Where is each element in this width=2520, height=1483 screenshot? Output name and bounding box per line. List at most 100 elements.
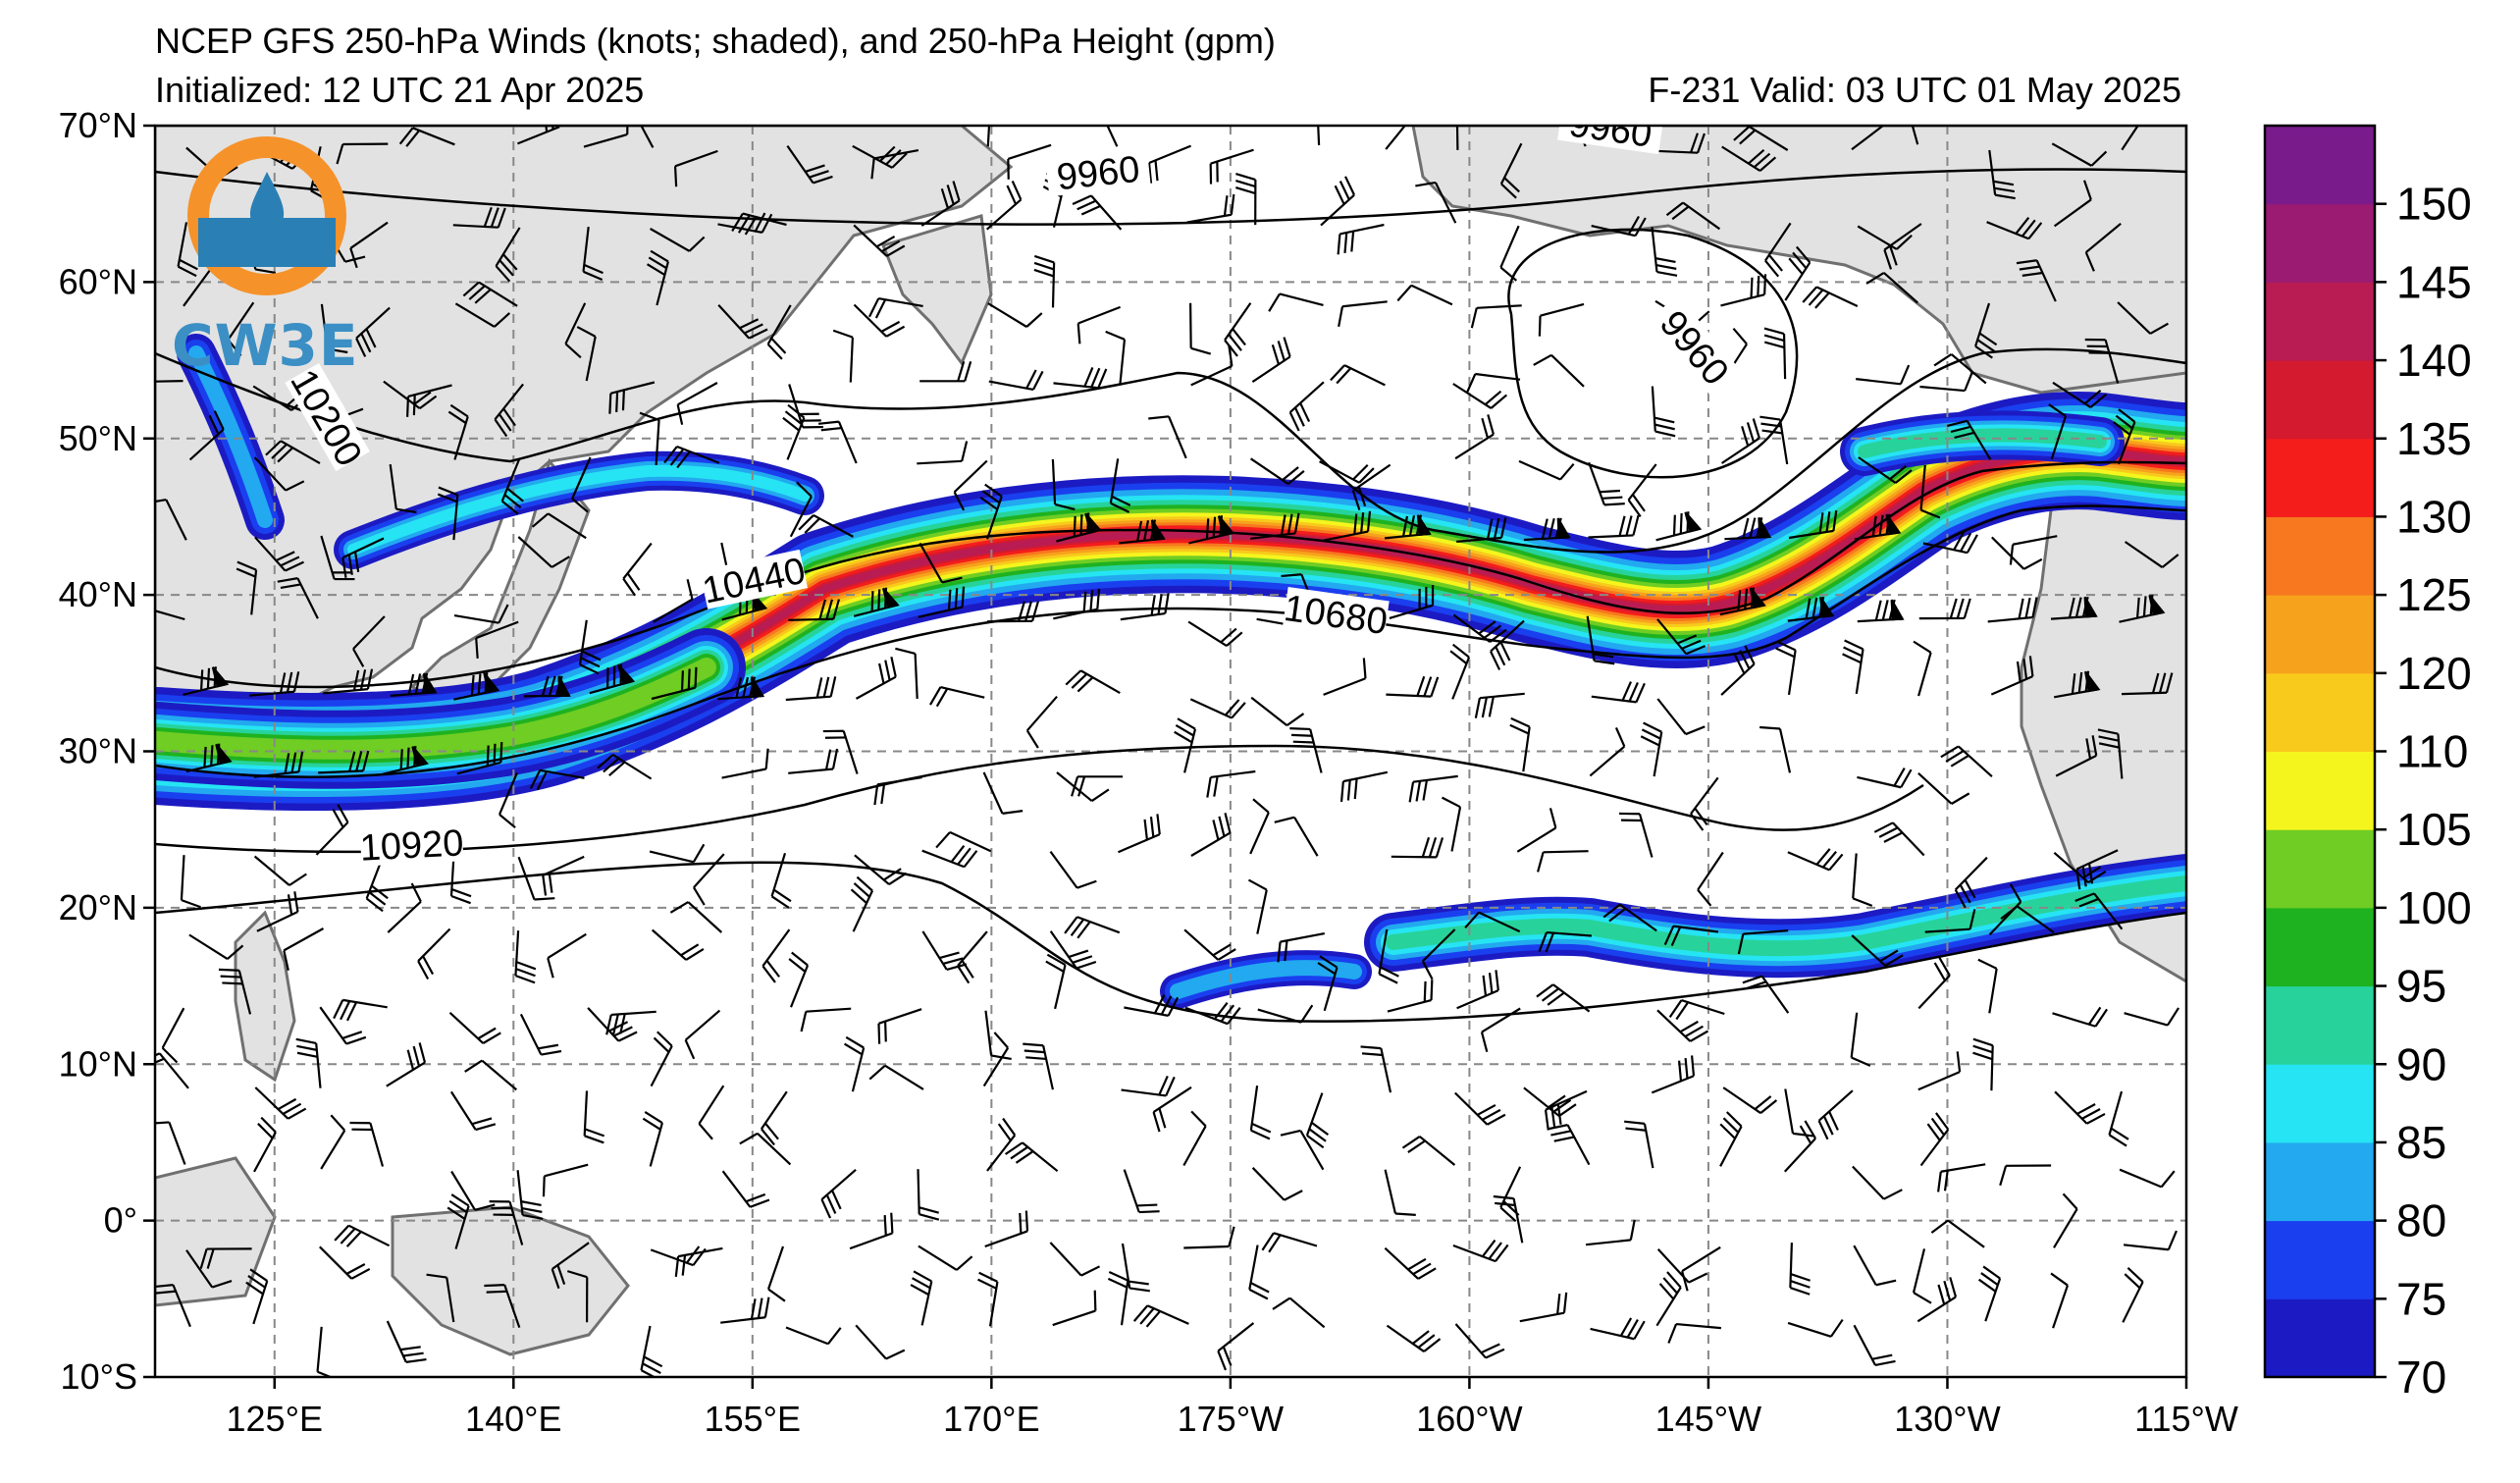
wind-barb	[1588, 461, 1625, 506]
wind-barb	[1656, 618, 1706, 656]
wind-barb	[547, 932, 587, 979]
wind-barb	[1533, 353, 1585, 388]
wind-barb	[1665, 201, 1721, 231]
wind-barb	[761, 928, 791, 983]
wind-barb	[1937, 1163, 1986, 1192]
wind-barb	[1289, 727, 1323, 773]
wind-barb	[1721, 145, 1777, 172]
wind-barb	[788, 748, 839, 774]
wind-barb	[642, 1111, 663, 1167]
wind-barb	[1988, 149, 2016, 200]
wind-barb	[1519, 1292, 1568, 1323]
wind-barb	[283, 927, 325, 972]
wind-barb	[456, 742, 503, 775]
wind-barb	[877, 1008, 922, 1044]
wind-barb	[587, 1007, 638, 1042]
wind-barb	[1209, 148, 1254, 185]
wind-barb	[608, 381, 656, 414]
wind-barb	[2119, 594, 2166, 623]
wind-barb	[721, 1170, 770, 1208]
wind-barb	[500, 458, 524, 515]
wind-barb	[1719, 587, 1766, 616]
wind-barb	[785, 676, 837, 702]
wind-barb	[1987, 597, 2038, 623]
wind-barb	[820, 1168, 857, 1219]
wind-barb	[1391, 836, 1444, 859]
wind-barb	[1990, 656, 2034, 696]
wind-barb	[651, 666, 698, 701]
wind-barb	[2016, 259, 2057, 302]
colorbar-label: 150	[2396, 179, 2472, 230]
map-title: NCEP GFS 250-hPa Winds (knots; shaded), …	[155, 21, 1276, 61]
wind-barb	[452, 206, 506, 229]
colorbar-label: 120	[2396, 648, 2472, 699]
wind-barb	[853, 224, 906, 257]
wind-barb	[319, 1245, 371, 1280]
wind-barb	[766, 304, 792, 360]
wind-barb	[2084, 338, 2120, 384]
wind-barb	[649, 843, 706, 864]
wind-barb	[2050, 1272, 2070, 1329]
wind-barb	[1922, 531, 1978, 555]
wind-barb	[1802, 286, 1859, 309]
wind-barb	[517, 536, 570, 568]
wind-barb	[185, 1249, 233, 1289]
wind-barb	[1415, 181, 1457, 224]
wind-barb	[1474, 692, 1525, 718]
lon-label: 145°W	[1655, 1399, 1761, 1439]
colorbar-label: 75	[2396, 1273, 2446, 1324]
wind-barb	[1317, 955, 1339, 1012]
lat-label: 50°N	[59, 418, 137, 458]
wind-barb	[1049, 1242, 1101, 1277]
wind-barb	[1319, 460, 1375, 484]
wind-barb	[1999, 1164, 2052, 1187]
wind-barb	[1105, 330, 1127, 385]
wind-barb	[188, 933, 244, 961]
lat-lon-grid	[155, 126, 2186, 1377]
wind-barb	[516, 1170, 544, 1220]
wind-barb	[895, 647, 919, 699]
contour-label-bg	[1557, 126, 1664, 155]
wind-barb	[295, 1037, 322, 1088]
lat-label: 0°	[104, 1200, 137, 1241]
wind-barb	[1585, 1219, 1636, 1246]
wind-barb	[334, 1224, 391, 1247]
wind-barb	[639, 411, 660, 465]
wind-barb	[982, 771, 1024, 815]
wind-barb	[919, 542, 963, 584]
wind-barb	[1977, 1265, 2002, 1322]
wind-barb	[849, 1212, 894, 1250]
wind-barb	[2054, 670, 2101, 699]
wind-barb	[1986, 217, 2043, 240]
wind-barb	[1330, 364, 1386, 387]
wind-barb	[1974, 302, 1998, 359]
wind-barb	[984, 1210, 1029, 1248]
wind-barb	[494, 383, 524, 438]
wind-barb	[2123, 1230, 2178, 1251]
contour-label-text: 10920	[359, 822, 465, 869]
lon-label: 130°W	[1894, 1399, 2000, 1439]
wind-barb	[597, 754, 653, 780]
wind-barb	[1389, 584, 1435, 619]
wind-barb	[320, 1114, 346, 1170]
wind-barb	[1602, 903, 1657, 932]
wind-barb	[646, 249, 669, 306]
lon-label: 175°W	[1178, 1399, 1284, 1439]
wind-barb	[1184, 1002, 1241, 1026]
wind-barb	[1189, 698, 1246, 719]
wind-barb	[1033, 254, 1056, 308]
wind-barb	[920, 181, 961, 227]
wind-barb	[1759, 725, 1792, 773]
wind-barb	[1452, 1239, 1509, 1263]
contour-label: 10920	[359, 821, 465, 870]
wind-barb	[676, 382, 718, 425]
wind-barb	[336, 142, 389, 165]
wind-barb	[180, 855, 201, 909]
wind-barb	[1454, 1091, 1506, 1126]
wind-barb	[1940, 745, 1993, 778]
wind-barb	[693, 853, 725, 906]
contour-10200	[155, 347, 2186, 554]
wind-barb	[1547, 1124, 1591, 1166]
